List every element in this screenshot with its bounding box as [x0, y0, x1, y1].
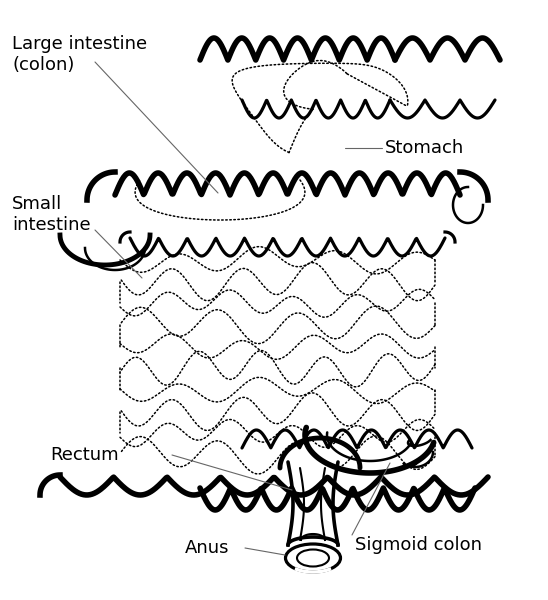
Text: Sigmoid colon: Sigmoid colon [355, 536, 482, 554]
Text: Large intestine
(colon): Large intestine (colon) [12, 35, 147, 74]
Text: Anus: Anus [185, 539, 230, 557]
Text: Small
intestine: Small intestine [12, 195, 90, 234]
Text: Stomach: Stomach [385, 139, 464, 157]
Text: Rectum: Rectum [50, 446, 118, 464]
